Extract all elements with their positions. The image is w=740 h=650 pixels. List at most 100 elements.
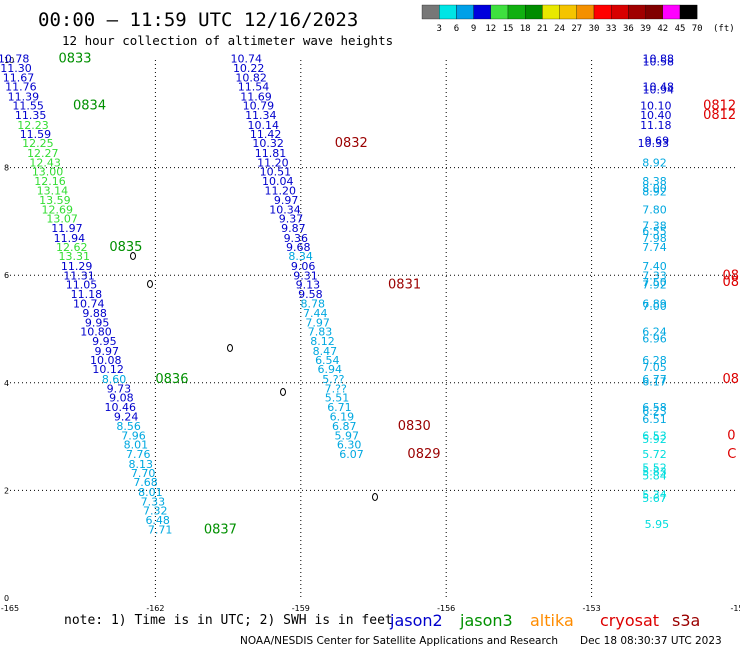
swh-value: 6.71: [327, 401, 352, 414]
y-tick-label: 6: [4, 271, 9, 280]
swh-value: 13.14: [37, 185, 69, 198]
colorbar-label: 6: [454, 24, 459, 34]
legend: jason2 jason3 altika cryosat s3a: [389, 611, 700, 630]
colorbar-swatch: [507, 4, 526, 20]
colorbar-swatch: [439, 4, 457, 20]
swh-value: 12.69: [42, 203, 74, 216]
swh-value: 11.20: [257, 157, 289, 170]
time-label: 0829: [407, 447, 440, 462]
time-label: 081: [722, 275, 740, 290]
swh-value: 10.82: [235, 72, 267, 85]
swh-value: 10.46: [105, 401, 137, 414]
swh-value: 8.60: [102, 373, 127, 386]
swh-value: 11.55: [12, 99, 44, 112]
swh-value: 10.74: [231, 53, 263, 66]
colorbar-label: 30: [589, 24, 600, 34]
swh-value: 9.06: [291, 260, 316, 273]
colorbar-swatch: [628, 4, 646, 20]
swh-value: 11.76: [5, 81, 37, 94]
swh-value: 10.74: [73, 297, 105, 310]
colorbar-label: 39: [640, 24, 651, 34]
swh-value: 10.12: [92, 363, 124, 376]
time-label: 0830: [398, 419, 431, 434]
colorbar-label: 36: [623, 24, 634, 34]
swh-value: 6.96: [642, 332, 667, 345]
swh-value: 7.44: [303, 307, 328, 320]
colorbar-swatch: [456, 4, 474, 20]
colorbar-label: 9: [471, 24, 476, 34]
swh-value: 9.73: [107, 382, 132, 395]
swh-value: 9.36: [284, 232, 309, 245]
swh-value: 13.59: [39, 194, 71, 207]
time-label: 0831: [388, 278, 421, 293]
swh-value: 10.88: [642, 53, 674, 66]
swh-value: 7.40: [642, 260, 667, 273]
swh-value: 6.23: [642, 405, 667, 418]
time-label: 0: [727, 428, 735, 443]
swh-value: 5.67: [642, 492, 667, 505]
swh-value: 8.92: [642, 157, 667, 170]
y-tick-label: 2: [4, 486, 9, 495]
swh-value: 9.31: [293, 270, 318, 283]
swh-value: 10.08: [90, 354, 122, 367]
swh-value: 12.23: [17, 119, 49, 132]
colorbar-label: 15: [503, 24, 514, 34]
track-track-b: 10.7410.2210.8211.5411.6910.7911.3410.14…: [231, 53, 441, 462]
colorbar-swatch: [542, 4, 560, 20]
swh-value: 8.01: [138, 486, 163, 499]
swh-value: 7.??: [325, 382, 347, 395]
swh-value: 7.74: [642, 241, 667, 254]
swh-value: 5.52: [642, 462, 667, 475]
time-label: 0835: [109, 240, 142, 255]
swh-value: 10.48: [642, 81, 674, 94]
swh-value: 6.07: [339, 448, 364, 461]
swh-value: 9.95: [85, 316, 110, 329]
swh-value: 8.56: [116, 420, 141, 433]
swh-value: 11.18: [71, 288, 103, 301]
swh-value: 8.38: [642, 175, 667, 188]
swh-value: 11.69: [240, 90, 272, 103]
swh-value: 10.79: [243, 99, 275, 112]
swh-value: 11.18: [640, 119, 672, 132]
colorbar-swatch: [473, 4, 491, 20]
swh-value: 8.13: [128, 458, 153, 471]
swh-value: 7.50: [642, 276, 667, 289]
swh-value: 11.94: [54, 232, 86, 245]
swh-value: 12.27: [27, 147, 59, 160]
colorbar-label: 24: [554, 24, 565, 34]
footer-note: note: 1) Time is in UTC; 2) SWH is in fe…: [64, 613, 393, 628]
swh-value: 9.68: [286, 241, 311, 254]
colorbar-label: 70: [692, 24, 703, 34]
time-label: 0812: [703, 108, 736, 123]
time-label: 08: [722, 372, 739, 387]
swh-value: 5.??: [322, 373, 344, 386]
swh-value: 11.29: [61, 260, 93, 273]
time-label: 0836: [155, 372, 188, 387]
swh-value: 9.97: [95, 345, 120, 358]
swh-value: 11.20: [264, 185, 296, 198]
swh-value: 6.54: [315, 354, 340, 367]
legend-item-jason3: jason3: [459, 611, 513, 630]
swh-value: 6.30: [337, 438, 362, 451]
swh-value: 6.77: [642, 373, 667, 386]
swh-value: 7.33: [141, 495, 166, 508]
legend-item-s3a: s3a: [672, 611, 700, 630]
swh-value: 7.92: [642, 279, 667, 292]
colorbar-swatch: [490, 4, 509, 20]
colorbar-label: 33: [606, 24, 617, 34]
grid: [10, 60, 737, 598]
footer-timestamp: Dec 18 08:30:37 UTC 2023: [580, 635, 722, 647]
colorbar-label: 21: [537, 24, 548, 34]
x-tick-label: -159: [292, 604, 310, 613]
swh-value: 11.39: [8, 90, 40, 103]
legend-item-cryosat: cryosat: [600, 611, 659, 630]
swh-value: 9.58: [298, 288, 323, 301]
swh-value: 8.92: [642, 186, 667, 199]
swh-value: 6.89: [642, 297, 667, 310]
colorbar: 3 6 9 12 15 18 21 24 27 30 33 36 39 42 45 70: [421, 4, 703, 34]
swh-value: 6.53: [642, 429, 667, 442]
swh-value: 9.97: [274, 194, 299, 207]
y-tick-label: 8: [4, 164, 9, 173]
swh-value: 7.98: [642, 232, 667, 245]
